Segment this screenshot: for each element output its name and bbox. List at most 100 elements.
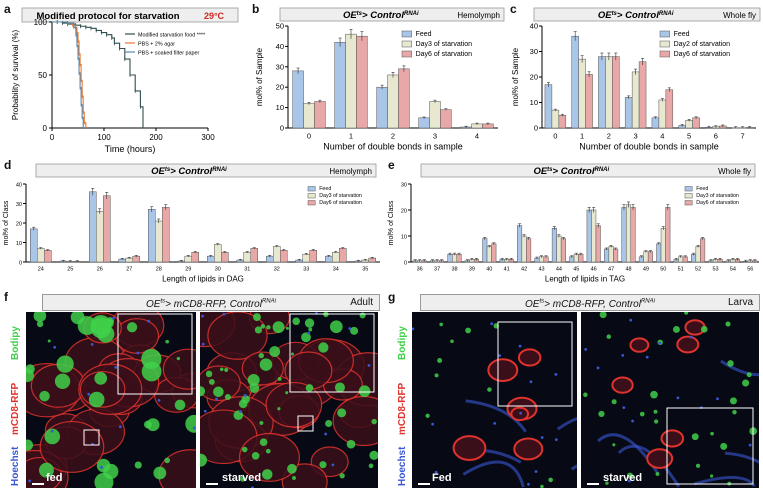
y-axis-label: Probability of survival (%) — [11, 30, 20, 121]
chart-header-box — [279, 7, 505, 22]
survival-line-1 — [52, 21, 87, 128]
y-tick-label: 20 — [16, 222, 22, 228]
y-tick-label: 0 — [404, 261, 407, 267]
lipid-droplet — [213, 386, 224, 398]
bar-0-s1 — [551, 109, 560, 129]
lipid-droplet — [606, 334, 612, 339]
y-tick-label: 30 — [16, 202, 22, 208]
lipid-droplet — [285, 391, 289, 395]
x-tick-label: 24 — [38, 267, 44, 273]
channel-hoechst-g: Hoechst — [397, 446, 408, 486]
bar-3-s0 — [624, 97, 633, 129]
legend-label-1: Day3 of starvation — [319, 193, 362, 199]
nucleus — [238, 410, 242, 413]
inset-frame — [289, 313, 375, 393]
bar-42-s1 — [521, 235, 527, 263]
lipid-droplet — [33, 312, 47, 323]
y-tick-label: 0 — [43, 124, 48, 133]
lipid-droplet — [269, 346, 281, 357]
legend-label-0: Modified starvation food **** — [138, 33, 206, 39]
lipid-droplet — [599, 312, 607, 319]
x-tick-label: 50 — [660, 267, 666, 273]
lipid-droplet — [626, 472, 634, 479]
bar-3-s1 — [631, 71, 640, 129]
bar-2-s1 — [605, 56, 613, 129]
x-tick-label: 2 — [607, 132, 611, 141]
legend-swatch-1 — [307, 193, 316, 199]
legend-label-2: Day6 of starvation — [319, 200, 362, 206]
bar-26-s1 — [96, 211, 104, 263]
x-tick-label: 53 — [712, 267, 718, 273]
channel-mcd8-f: mCD8-RFP — [10, 382, 21, 435]
y-tick-label: 50 — [38, 71, 47, 80]
bar-49-s1 — [643, 251, 649, 263]
bar-2-s1 — [387, 74, 399, 129]
bar-5-s2 — [692, 117, 700, 129]
x-tick-label: 48 — [625, 267, 631, 273]
bar-32-s0 — [266, 255, 274, 263]
bar-40-s2 — [491, 243, 497, 263]
lipid-droplet — [219, 367, 224, 372]
bar-32-s2 — [280, 250, 288, 263]
micro-g-fed-image: Fed — [412, 312, 577, 488]
y-tick-label: 20 — [276, 83, 284, 92]
y-tick-label: 10 — [16, 241, 22, 247]
nucleus — [554, 438, 558, 442]
channel-hoechst-f: Hoechst — [10, 446, 21, 486]
lipid-droplet — [126, 322, 138, 333]
legend-label-0: Feed — [416, 31, 432, 38]
panel-letter-a: a — [4, 2, 11, 16]
x-tick-label: 0 — [50, 133, 55, 142]
lipid-droplet — [94, 372, 108, 385]
lipid-droplet — [176, 356, 181, 361]
y-tick-label: 0 — [19, 261, 22, 267]
lipid-droplet — [437, 358, 443, 363]
lipid-droplet — [292, 317, 300, 326]
lipid-droplet — [165, 339, 170, 344]
x-tick-label: 0 — [553, 132, 557, 141]
lipid-droplet — [251, 451, 260, 460]
y-tick-label: 50 — [276, 22, 284, 31]
lipid-droplet — [290, 352, 295, 356]
lipid-droplet — [200, 386, 206, 397]
x-tick-label: 1 — [580, 132, 584, 141]
bar-50-s1 — [660, 227, 666, 263]
chart-title: Modified protocol for starvation — [36, 11, 179, 22]
bar-47-s0 — [604, 248, 610, 263]
x-tick-label: 51 — [678, 267, 684, 273]
bar-0-s2 — [558, 115, 567, 129]
nucleus — [112, 316, 115, 320]
x-tick-label: 29 — [185, 267, 191, 273]
lipid-droplet — [684, 312, 689, 315]
lipid-droplet — [350, 326, 359, 335]
legend-swatch-2 — [684, 200, 693, 206]
bar-40-s0 — [482, 238, 488, 263]
bar-38-s1 — [451, 253, 458, 263]
cell-membrane — [207, 312, 268, 360]
y-tick-label: 30 — [401, 183, 407, 189]
nucleus — [716, 397, 719, 401]
micro-f-starved-image: starved — [200, 312, 378, 488]
y-tick-label: 10 — [276, 103, 284, 112]
x-tick-label: 27 — [126, 267, 132, 273]
x-axis-label: Number of double bonds in sample — [323, 142, 463, 152]
nucleus — [596, 366, 600, 370]
bar-1-s0 — [571, 35, 579, 129]
chart-header-box — [35, 163, 377, 178]
x-tick-label: 41 — [504, 267, 510, 273]
legend-label-1: Day3 of starvation — [416, 41, 473, 48]
bar-1-s1 — [345, 33, 357, 129]
nucleus — [518, 344, 522, 348]
fat-body-cell — [646, 448, 674, 469]
lipid-droplet — [285, 326, 289, 330]
panel-letter-b: b — [252, 2, 260, 16]
micro-g-fed-label: Fed — [432, 472, 452, 484]
x-tick-label: 3 — [634, 132, 638, 141]
nucleus — [658, 341, 662, 345]
nucleus — [251, 486, 254, 488]
lipid-droplet — [639, 411, 645, 417]
lipid-droplet — [308, 327, 313, 332]
nucleus — [87, 392, 91, 396]
nucleus — [50, 429, 54, 433]
lipid-droplet — [208, 379, 215, 385]
